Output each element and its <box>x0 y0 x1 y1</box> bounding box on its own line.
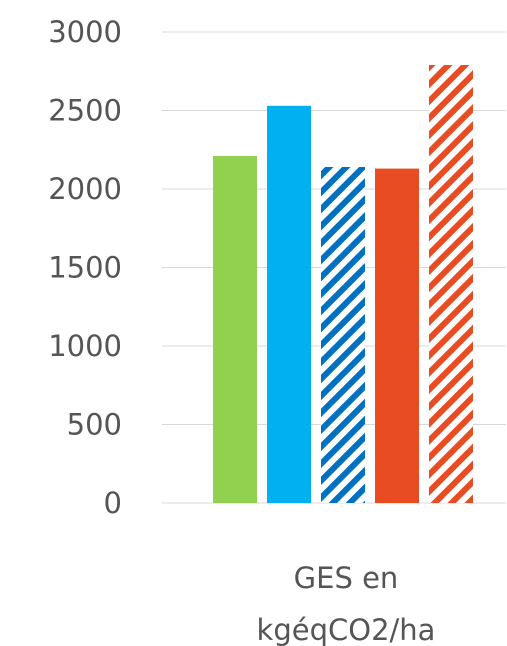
bar-series-3 <box>321 167 365 503</box>
bar-series-5 <box>429 64 473 503</box>
y-tick-label-2000: 2000 <box>48 172 122 206</box>
y-tick-label-1500: 1500 <box>48 251 122 285</box>
bars <box>213 64 473 503</box>
y-tick-label-0: 0 <box>104 486 122 520</box>
y-tick-label-2500: 2500 <box>48 94 122 128</box>
y-axis-ticks: 0 500 1000 1500 2000 2500 3000 <box>48 15 122 520</box>
y-tick-label-1000: 1000 <box>48 329 122 363</box>
y-tick-label-500: 500 <box>67 408 122 442</box>
category-label-line-1: GES en <box>294 561 399 595</box>
bar-series-4 <box>375 168 419 503</box>
bar-series-1 <box>213 156 257 503</box>
bar-series-2 <box>267 105 311 503</box>
category-label-line-2: kgéqCO2/ha <box>257 613 436 646</box>
y-tick-label-3000: 3000 <box>48 15 122 49</box>
